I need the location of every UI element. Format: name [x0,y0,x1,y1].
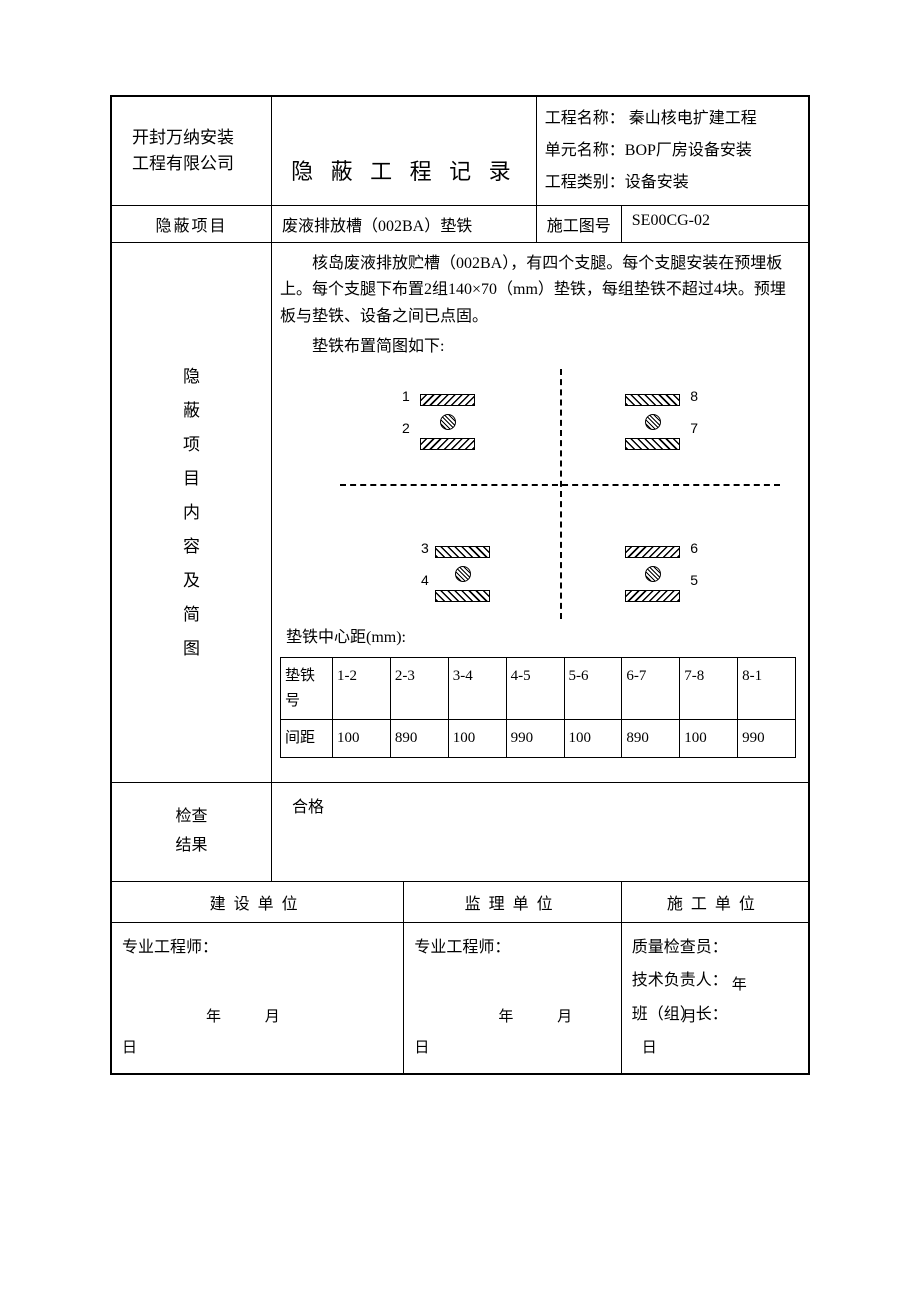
dist-r1-label: 垫铁号 [281,657,333,720]
lbl-4: 4 [421,569,429,592]
result-label: 检查结果 [112,783,272,882]
record-form: 开封万纳安装 工程有限公司 隐 蔽 工 程 记 录 工程名称： 秦山核电扩建工程… [110,95,810,1075]
dist-v: 100 [448,720,506,758]
drawing-value: SE00CG-02 [622,206,808,243]
item-value: 废液排放槽（002BA）垫铁 [272,206,537,243]
dist-c: 8-1 [738,657,796,720]
meta-project-label: 工程名称： [545,110,625,127]
leg-bl: 3 4 [435,539,490,610]
center-hline [340,484,780,486]
lbl-6: 6 [690,537,698,560]
company-cell: 开封万纳安装 工程有限公司 [112,97,272,206]
sig-col1: 专业工程师： 年 月 日 [112,923,404,1073]
dist-v: 890 [622,720,680,758]
dist-c: 1-2 [333,657,391,720]
dist-v: 990 [506,720,564,758]
lbl-8: 8 [690,385,698,408]
dist-c: 3-4 [448,657,506,720]
lbl-5: 5 [690,569,698,592]
lbl-7: 7 [690,417,698,440]
form-title: 隐 蔽 工 程 记 录 [272,97,537,206]
leg-tl: 1 2 [420,387,475,458]
meta-project: 秦山核电扩建工程 [629,110,757,127]
dist-v: 890 [390,720,448,758]
sig-role1: 专业工程师： [122,931,395,965]
sig-col3: 质量检查员： 技术负责人： 班（组）长： 年 月 日 [622,923,808,1073]
sig-role2: 专业工程师： [414,931,612,965]
lbl-1: 1 [402,385,410,408]
center-vline [560,369,562,619]
layout-diagram: 1 2 8 7 [280,369,796,619]
leg-br: 6 5 [625,539,680,610]
meta-cat-label: 工程类别： [545,174,625,191]
dist-v: 100 [333,720,391,758]
item-label: 隐蔽项目 [112,206,272,243]
dist-row-values: 间距 100 890 100 990 100 890 100 990 [281,720,796,758]
desc-para2: 垫铁布置简图如下: [280,334,796,360]
result-value: 合格 [272,783,808,882]
section-label: 隐蔽项目内容及简图 [112,243,272,783]
drawing-label: 施工图号 [537,206,622,243]
sig-date1: 年 月 日 [112,1002,403,1065]
sig-date2: 年 月 日 [404,1002,620,1065]
dist-caption: 垫铁中心距(mm): [286,625,796,651]
meta-cat: 设备安装 [625,174,689,191]
dist-v: 100 [564,720,622,758]
distance-table: 垫铁号 1-2 2-3 3-4 4-5 5-6 6-7 7-8 8-1 间距 1… [280,657,796,758]
leg-tr: 8 7 [625,387,680,458]
meta-block: 工程名称： 秦山核电扩建工程 单元名称：BOP厂房设备安装 工程类别：设备安装 [537,97,808,206]
section-body: 核岛废液排放贮槽（002BA），有四个支腿。每个支腿安装在预埋板上。每个支腿下布… [272,243,808,783]
lbl-2: 2 [402,417,410,440]
dist-v: 990 [738,720,796,758]
dist-c: 2-3 [390,657,448,720]
sig-h2: 监理单位 [404,882,621,923]
dist-row-labels: 垫铁号 1-2 2-3 3-4 4-5 5-6 6-7 7-8 8-1 [281,657,796,720]
lbl-3: 3 [421,537,429,560]
dist-r2-label: 间距 [281,720,333,758]
meta-unit-label: 单元名称： [545,142,625,159]
sig-h3: 施工单位 [622,882,808,923]
meta-unit: BOP厂房设备安装 [625,142,752,159]
sig-date3: 年 月 日 [622,970,808,1065]
sig-role3a: 质量检查员： [632,931,800,965]
dist-v: 100 [680,720,738,758]
dist-c: 6-7 [622,657,680,720]
sig-h1: 建设单位 [112,882,404,923]
dist-c: 7-8 [680,657,738,720]
sig-col2: 专业工程师： 年 月 日 [404,923,621,1073]
desc-para1: 核岛废液排放贮槽（002BA），有四个支腿。每个支腿安装在预埋板上。每个支腿下布… [280,251,796,330]
dist-c: 4-5 [506,657,564,720]
company-name: 开封万纳安装 工程有限公司 [132,125,259,176]
dist-c: 5-6 [564,657,622,720]
